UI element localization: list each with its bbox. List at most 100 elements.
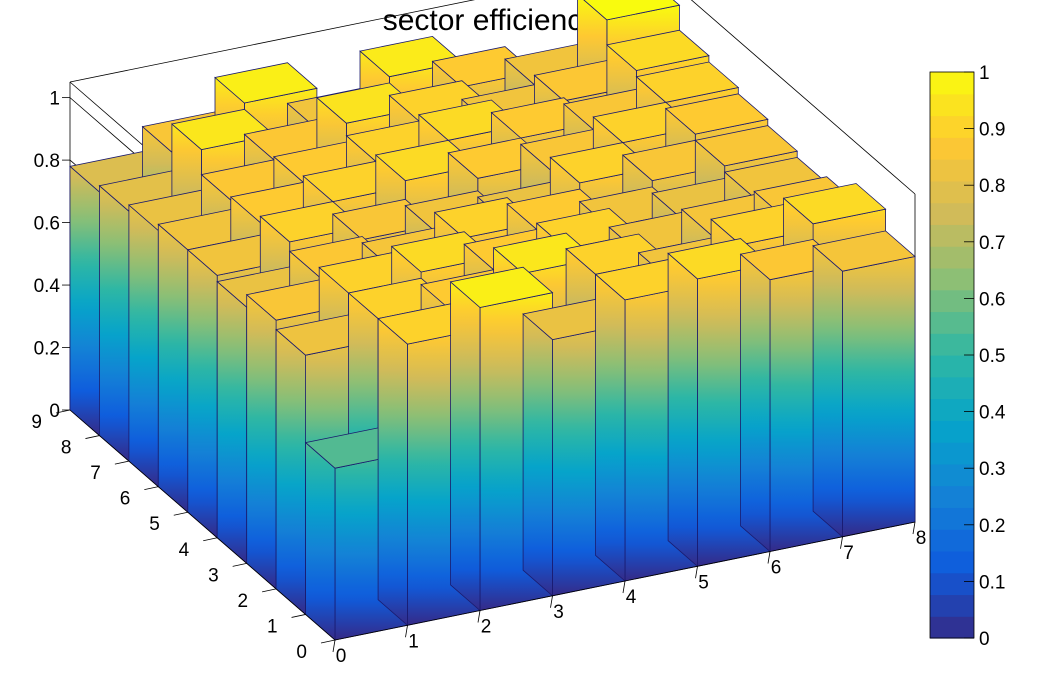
- colorbar-swatch: [930, 572, 974, 596]
- x-tick-mark: [550, 595, 553, 608]
- x-tick-label: 3: [553, 602, 564, 623]
- colorbar-swatch: [930, 115, 974, 138]
- x-tick-mark: [332, 639, 336, 653]
- frame-edge: [69, 0, 476, 83]
- y-tick-label: 6: [120, 489, 131, 510]
- colorbar-swatch: [930, 485, 974, 508]
- y-tick-mark: [55, 409, 71, 414]
- colorbar-tick-label: 0.2: [979, 516, 1005, 537]
- y-tick-label: 9: [31, 412, 42, 433]
- x-tick-label: 6: [771, 558, 782, 579]
- colorbar-swatch: [930, 267, 974, 291]
- bar-top-face: [214, 62, 318, 104]
- y-tick-label: 1: [267, 616, 278, 637]
- bar-side-face: [595, 273, 626, 582]
- x-tick-label: 7: [843, 543, 854, 564]
- colorbar-tick-label: 0.4: [979, 403, 1006, 424]
- bar-side-face: [99, 184, 130, 462]
- x-tick-mark: [405, 625, 408, 638]
- bar-side-face: [450, 281, 481, 612]
- colorbar-tick-label: 0.7: [979, 233, 1005, 254]
- colorbar-swatch: [930, 529, 974, 552]
- bar-side-face: [812, 244, 843, 538]
- y-tick-label: 5: [149, 514, 160, 535]
- x-tick-label: 0: [336, 646, 347, 667]
- x-tick-mark: [912, 521, 916, 535]
- colorbar-swatch: [930, 180, 974, 204]
- colorbar-swatch: [930, 594, 974, 617]
- y-tick-label: 3: [208, 565, 219, 586]
- z-tick-label: 0.6: [34, 214, 60, 235]
- colorbar-tick-label: 0.8: [979, 176, 1005, 197]
- x-tick-label: 5: [698, 572, 709, 593]
- z-tick-label: 0.8: [34, 151, 60, 172]
- bar-side-face: [740, 253, 771, 553]
- colorbar-swatch: [930, 289, 974, 313]
- colorbar-swatch: [930, 311, 974, 334]
- y-tick-label: 8: [61, 438, 72, 459]
- colorbar-tick-label: 0.5: [979, 346, 1005, 367]
- frame-edge: [690, 0, 916, 195]
- x-tick-mark: [622, 580, 626, 594]
- colorbar-swatch: [930, 442, 974, 465]
- bar-side-face: [157, 223, 189, 514]
- bar-side-face: [216, 280, 248, 565]
- colorbar-swatch: [930, 202, 974, 225]
- bar-top-face: [606, 29, 710, 71]
- y-tick-label: 4: [179, 540, 190, 561]
- colorbar-swatch: [930, 420, 974, 443]
- colorbar-tick-label: 0.1: [979, 572, 1005, 593]
- y-tick-mark: [203, 537, 218, 542]
- bar-top-face: [449, 266, 554, 308]
- colorbar-swatch: [930, 550, 974, 574]
- colorbar-swatch: [930, 507, 974, 530]
- z-tick-label: 1: [49, 89, 60, 110]
- bar-7-0: [812, 230, 916, 538]
- bar-top-face: [782, 183, 887, 225]
- y-tick-mark: [144, 486, 159, 491]
- bar-top-face: [812, 230, 916, 272]
- bar-side-face: [246, 293, 277, 590]
- y-tick-label: 7: [90, 463, 101, 484]
- z-tick-label: 0.2: [34, 339, 60, 360]
- bar-side-face: [69, 165, 100, 437]
- bar-top-face: [583, 0, 681, 21]
- bar-side-face: [667, 252, 698, 568]
- colorbar-swatch: [930, 246, 974, 269]
- colorbar-swatch: [930, 333, 974, 356]
- z-tick-label: 0.4: [34, 276, 61, 297]
- bar-side-face: [305, 441, 336, 641]
- bar-top-face: [664, 93, 769, 135]
- colorbar-tick-label: 0: [979, 629, 990, 650]
- z-tick-label: 0: [49, 401, 60, 422]
- y-tick-label: 0: [296, 642, 307, 663]
- bar-side-face: [275, 328, 307, 616]
- x-tick-mark: [695, 566, 698, 579]
- colorbar-swatch: [930, 376, 974, 400]
- bar-side-face: [377, 317, 408, 627]
- x-tick-label: 2: [481, 617, 492, 638]
- x-tick-mark: [477, 610, 481, 623]
- colorbar-swatch: [930, 159, 974, 182]
- colorbar-swatch: [930, 137, 974, 160]
- colorbar-swatch: [930, 72, 974, 95]
- colorbar-swatch: [930, 355, 974, 378]
- y-tick-mark: [262, 588, 277, 593]
- x-tick-mark: [767, 551, 771, 564]
- chart-title: sector efficiency: [382, 4, 598, 37]
- bar-side-face: [187, 248, 218, 539]
- colorbar-swatch: [930, 224, 974, 247]
- x-tick-label: 1: [408, 631, 419, 652]
- colorbar-swatch: [930, 463, 974, 487]
- frame-edge: [69, 409, 336, 641]
- colorbar-tick-label: 0.6: [979, 289, 1005, 310]
- x-tick-label: 4: [626, 587, 637, 608]
- x-tick-label: 8: [916, 528, 927, 549]
- colorbar: 0 0.1 0.2 0.3 0.4 0.5 0.6 0.7 0.8 0.9 1: [929, 63, 1006, 650]
- bar-side-face: [128, 204, 159, 488]
- bar-top-face: [635, 61, 740, 103]
- y-tick-mark: [320, 639, 336, 644]
- bar-top-face: [694, 125, 799, 167]
- y-tick-mark: [114, 460, 129, 465]
